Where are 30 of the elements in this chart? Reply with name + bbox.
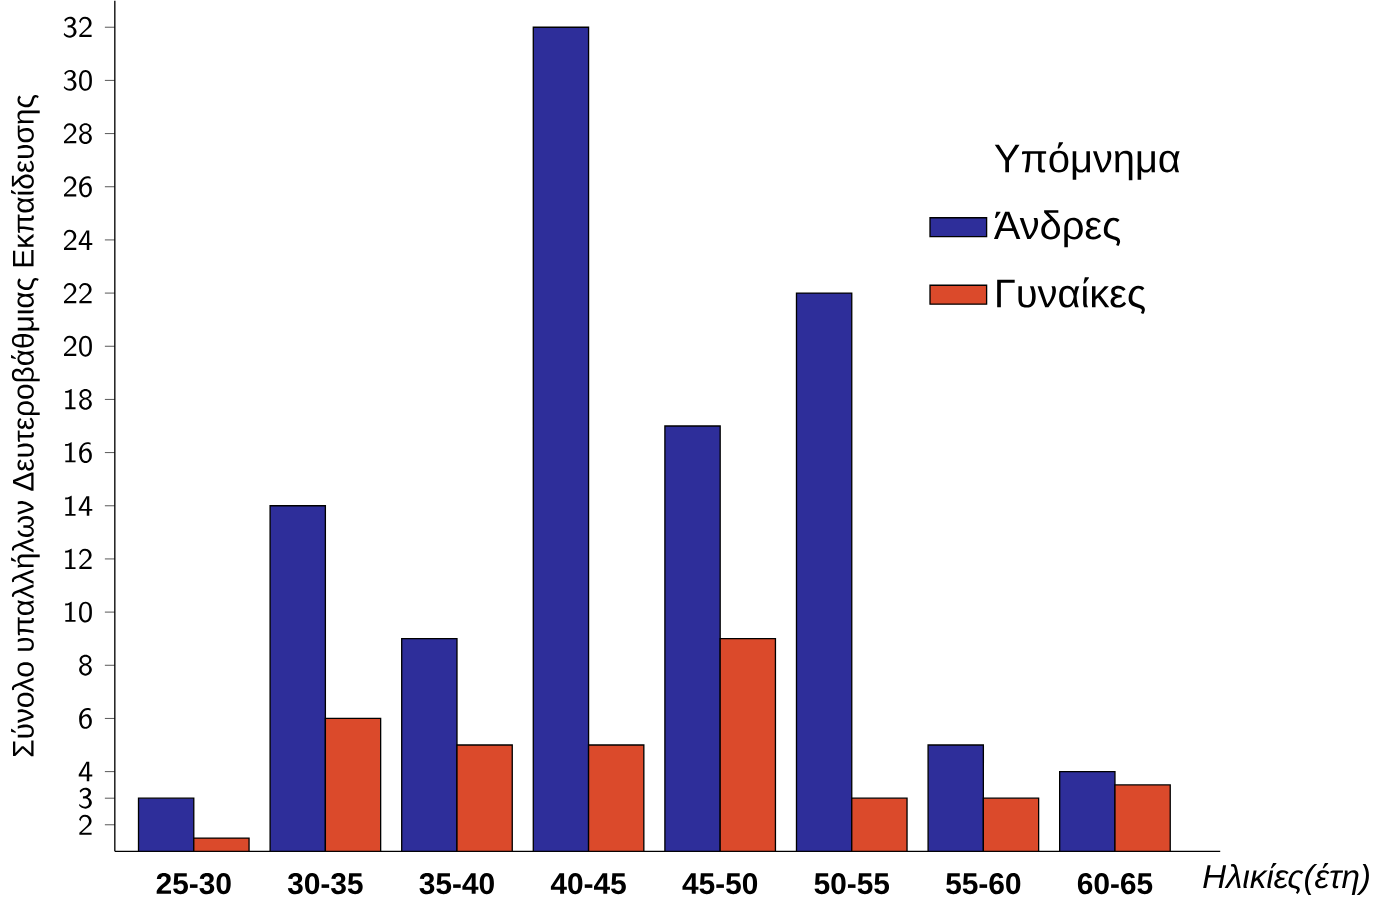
x-tick-label: 60-65 [1077, 873, 1153, 895]
x-tick-label: 50-55 [814, 873, 890, 895]
y-tick-label: 4 [78, 761, 93, 782]
x-tick-label: 40-45 [550, 873, 626, 895]
y-tick-label: 2 [79, 814, 92, 835]
y-tick-label: 26 [63, 176, 92, 198]
legend-label: Άνδρες [993, 210, 1121, 248]
y-axis-title: Σύνολο υπαλλήλων Δευτεροβάθμιας Εκπαίδευσης [11, 95, 40, 757]
y-tick-label: 30 [63, 69, 92, 91]
x-tick-label: 45-50 [682, 873, 758, 895]
y-tick-label: 22 [63, 282, 92, 304]
x-tick-label: 55-60 [946, 873, 1021, 895]
x-tick-label: 30-35 [287, 873, 363, 895]
legend-label: Γυναίκες [997, 277, 1145, 315]
x-tick-label: 25-30 [156, 873, 231, 895]
y-tick-label: 12 [65, 548, 92, 570]
y-tick-label: 3 [79, 787, 92, 809]
y-tick-label: 10 [65, 601, 92, 623]
y-tick-label: 24 [63, 229, 93, 250]
x-axis-title: Ηλικίες(έτη) [1203, 863, 1369, 895]
y-tick-label: 16 [65, 442, 92, 464]
y-tick-label: 6 [79, 708, 92, 729]
y-tick-label: 8 [79, 654, 92, 676]
y-tick-label: 18 [65, 389, 92, 410]
y-tick-label: 20 [63, 335, 92, 357]
x-tick-label: 35-40 [419, 873, 494, 895]
y-tick-label: 28 [63, 123, 92, 145]
y-tick-label: 14 [65, 495, 93, 516]
y-tick-label: 32 [63, 16, 92, 38]
legend-title: Υπόμνημα [994, 142, 1180, 181]
